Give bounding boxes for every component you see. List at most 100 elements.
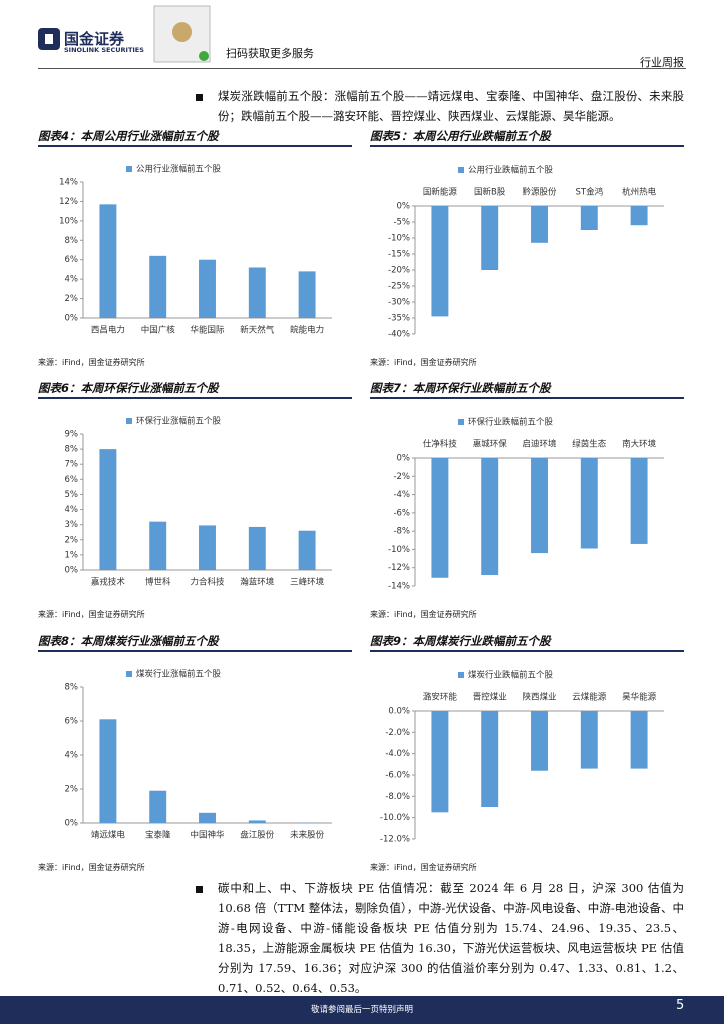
y-tick-label: 0%: [397, 454, 411, 464]
x-tick-label: 国新能源: [423, 187, 458, 198]
y-tick-label: -5%: [393, 218, 410, 228]
bar: [431, 711, 449, 813]
y-tick-label: 0%: [65, 566, 79, 576]
y-tick-label: -2.0%: [385, 728, 410, 738]
y-tick-label: -12.0%: [380, 835, 410, 845]
y-tick-label: 0.0%: [388, 707, 410, 717]
y-tick-label: -4.0%: [385, 749, 410, 759]
y-tick-label: 2%: [65, 535, 79, 545]
legend-swatch: [458, 167, 464, 173]
qr-code: [153, 5, 211, 63]
y-tick-label: 10%: [59, 216, 78, 226]
x-tick-label: 华能国际: [190, 325, 225, 336]
chart: 公用行业跌幅前五个股 0% -5% -10% -15% -20% -25% -30% -35% -…: [388, 165, 664, 340]
chart-source: 来源：iFind，国金证券研究所: [370, 863, 477, 872]
x-tick-label: 昊华能源: [622, 692, 657, 703]
legend-label: 公用行业跌幅前五个股: [468, 165, 554, 176]
x-tick-label: 力合科技: [190, 577, 225, 588]
y-tick-label: 1%: [65, 550, 79, 560]
legend-swatch: [126, 418, 132, 424]
chart-source: 来源：iFind，国金证券研究所: [38, 863, 145, 872]
qr-caption: 扫码获取更多服务: [226, 47, 314, 60]
y-tick-label: -14%: [388, 582, 410, 592]
paragraph: 煤炭涨跌幅前五个股：涨幅前五个股——靖远煤电、宝泰隆、中国神华、盘江股份、未来股…: [218, 89, 684, 123]
y-tick-label: 6%: [65, 255, 79, 265]
x-tick-label: 中国神华: [190, 830, 225, 841]
bullet: [196, 94, 203, 101]
chart-title: 图表8：本周煤炭行业涨幅前五个股: [38, 633, 352, 652]
y-tick-label: -10%: [388, 234, 410, 244]
y-tick-label: 12%: [59, 197, 78, 207]
chart-title: 图表9：本周煤炭行业跌幅前五个股: [370, 633, 684, 652]
x-tick-label: 西昌电力: [91, 325, 125, 336]
chart: 环保行业跌幅前五个股 0% -2% -4% -6% -8% -10% -12% -14% 仕净科技…: [388, 417, 664, 592]
bar: [248, 526, 266, 570]
bar: [431, 206, 449, 317]
x-tick-label: 宝泰隆: [145, 830, 171, 841]
y-tick-label: 4%: [65, 505, 79, 515]
x-tick-label: 靖远煤电: [91, 830, 126, 841]
bar: [481, 458, 499, 576]
x-tick-label: 潞安环能: [423, 692, 458, 703]
y-tick-label: 8%: [65, 445, 79, 455]
y-tick-label: 6%: [65, 717, 79, 727]
x-tick-label: 盘江股份: [240, 830, 275, 841]
bullet: [196, 886, 203, 893]
legend-swatch: [458, 672, 464, 678]
brand: 国金证券: [64, 30, 125, 48]
y-tick-label: 6%: [65, 475, 79, 485]
bar: [199, 812, 216, 823]
x-tick-label: 三峰环境: [290, 577, 325, 588]
chart-title: 图表7：本周环保行业跌幅前五个股: [370, 380, 684, 399]
bar: [298, 530, 316, 570]
chart: 煤炭行业跌幅前五个股 0.0% -2.0% -4.0% -6.0% -8.0% -10.0%…: [380, 670, 664, 845]
y-tick-label: -4%: [393, 490, 410, 500]
brand-en: SINOLINK SECURITIES: [64, 46, 144, 54]
y-tick-label: 5%: [65, 490, 79, 500]
footer-disclaimer: 敬请参阅最后一页特别声明: [310, 1005, 413, 1015]
x-tick-label: 瀚蓝环境: [240, 577, 275, 588]
bar: [481, 711, 499, 807]
y-tick-label: 0%: [397, 202, 411, 212]
bar: [298, 271, 316, 318]
chart-source: 来源：iFind，国金证券研究所: [38, 358, 145, 367]
x-tick-label: 晋控煤业: [473, 692, 507, 703]
x-tick-label: 中国广核: [141, 325, 176, 336]
chart-source: 来源：iFind，国金证券研究所: [370, 610, 477, 619]
x-tick-label: 云煤能源: [572, 692, 607, 703]
logo-icon: [38, 28, 60, 50]
y-tick-label: 4%: [65, 275, 79, 285]
bar: [199, 259, 216, 318]
y-tick-label: -12%: [388, 563, 410, 573]
x-tick-label: 未来股份: [290, 830, 325, 841]
x-tick-label: 南大环境: [622, 439, 657, 450]
chart-source: 来源：iFind，国金证券研究所: [370, 358, 477, 367]
bar: [531, 458, 548, 554]
y-tick-label: -30%: [388, 298, 410, 308]
x-tick-label: 启迪环境: [522, 439, 557, 450]
y-tick-label: -8%: [393, 527, 410, 537]
y-tick-label: 14%: [59, 178, 78, 188]
y-tick-label: -20%: [388, 266, 410, 276]
bar: [431, 458, 449, 578]
x-tick-label: 仕净科技: [423, 439, 458, 450]
bar: [248, 267, 266, 318]
legend-swatch: [458, 419, 464, 425]
y-tick-label: -25%: [388, 282, 410, 292]
y-tick-label: -35%: [388, 314, 410, 324]
y-tick-label: -10%: [388, 545, 410, 555]
bar: [630, 206, 648, 226]
chart-source: 来源：iFind，国金证券研究所: [38, 610, 145, 619]
bar: [481, 206, 499, 270]
bar: [149, 255, 167, 318]
bar: [99, 204, 117, 318]
y-tick-label: -8.0%: [385, 792, 410, 802]
y-tick-label: 9%: [65, 430, 79, 440]
x-tick-label: 陕西煤业: [522, 692, 556, 703]
chart-title: 图表6：本周环保行业涨幅前五个股: [38, 380, 352, 399]
x-tick-label: 杭州热电: [622, 187, 657, 198]
x-tick-label: 国新B股: [474, 187, 506, 198]
chart-title: 图表5：本周公用行业跌幅前五个股: [370, 128, 684, 147]
chart-title: 图表4：本周公用行业涨幅前五个股: [38, 128, 352, 147]
chart: 环保行业涨幅前五个股 0% 1% 2% 3% 4% 5% 6% 7% 8% 9% 嘉戎技术 博世科 力合科…: [65, 416, 332, 588]
